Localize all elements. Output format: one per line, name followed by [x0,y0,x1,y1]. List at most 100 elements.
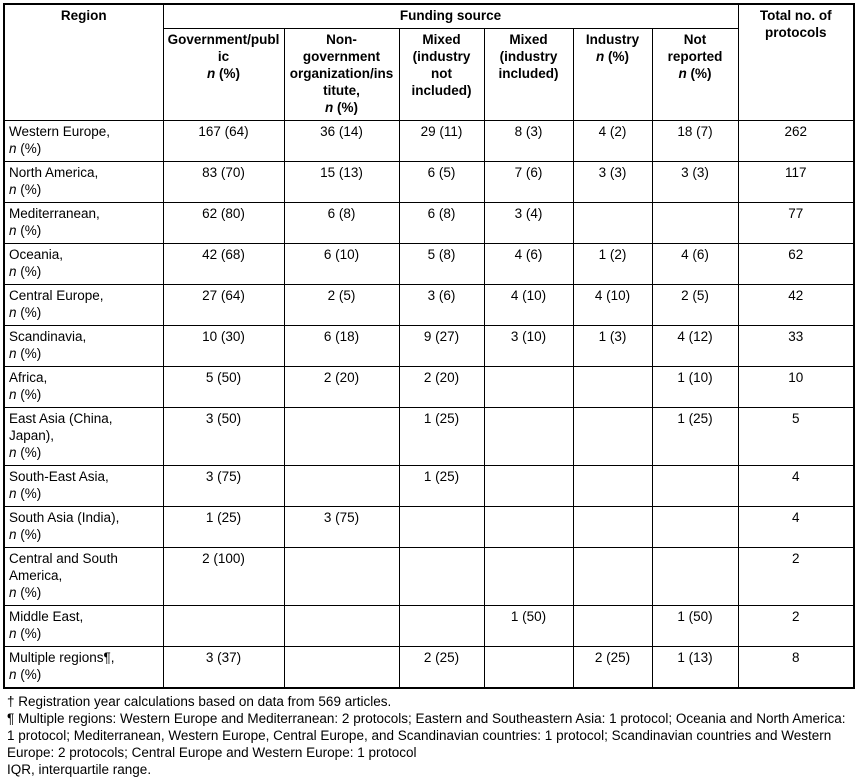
value-cell: 3 (75) [283,506,400,548]
col-subheader-2: Mixed (industry not included) [398,28,485,121]
region-cell: South-East Asia, n (%) [3,465,164,507]
n-percent-label: n (%) [9,305,42,320]
col-header-region: Region [3,3,164,121]
value-cell [651,202,739,244]
value-cell: 1 (50) [483,605,574,647]
n-percent-label: n (%) [9,182,42,197]
value-cell: 1 (25) [398,407,485,466]
table-row: Scandinavia, n (%) 10 (30) 6 (18) 9 (27) 3 (1… [3,325,855,367]
region-cell: Western Europe, n (%) [3,120,164,162]
value-cell: 2 (25) [572,646,653,689]
value-cell: 4 (6) [651,243,739,285]
value-cell: 167 (64) [162,120,285,162]
total-cell: 4 [737,465,855,507]
value-cell: 3 (37) [162,646,285,689]
value-cell: 3 (10) [483,325,574,367]
table-row: Central and South America, n (%) 2 (100) 2 [3,547,855,606]
value-cell [483,547,574,606]
total-cell: 2 [737,605,855,647]
table-row: Oceania, n (%) 42 (68) 6 (10) 5 (8) 4 (6) 1 (2… [3,243,855,285]
value-cell: 4 (12) [651,325,739,367]
value-cell: 1 (50) [651,605,739,647]
n-percent-label: n (%) [325,100,358,115]
value-cell: 62 (80) [162,202,285,244]
value-cell: 1 (13) [651,646,739,689]
total-cell: 117 [737,161,855,203]
total-cell: 2 [737,547,855,606]
total-cell: 262 [737,120,855,162]
col-subheader-0: Government/public n (%) [162,28,285,121]
region-cell: East Asia (China, Japan), n (%) [3,407,164,466]
table-row: South Asia (India), n (%) 1 (25) 3 (75) 4 [3,506,855,548]
value-cell: 3 (4) [483,202,574,244]
value-cell: 2 (25) [398,646,485,689]
value-cell [572,407,653,466]
value-cell: 4 (6) [483,243,574,285]
value-cell [483,407,574,466]
value-cell [162,605,285,647]
value-cell: 1 (10) [651,366,739,408]
region-cell: Africa, n (%) [3,366,164,408]
value-cell: 27 (64) [162,284,285,326]
total-cell: 42 [737,284,855,326]
value-cell [483,506,574,548]
footnote: † Registration year calculations based o… [7,694,392,709]
value-cell [483,465,574,507]
value-cell: 83 (70) [162,161,285,203]
value-cell: 9 (27) [398,325,485,367]
value-cell [651,547,739,606]
value-cell: 2 (5) [283,284,400,326]
value-cell: 6 (8) [283,202,400,244]
total-cell: 77 [737,202,855,244]
value-cell: 29 (11) [398,120,485,162]
col-subheader-1: Non-government organization/institute, n … [283,28,400,121]
total-cell: 10 [737,366,855,408]
col-header-total-protocols: Total no. of protocols [737,3,855,121]
header-row-top: Region Funding source Total no. of proto… [3,3,855,121]
value-cell: 1 (2) [572,243,653,285]
total-cell: 62 [737,243,855,285]
table-body: Western Europe, n (%) 167 (64) 36 (14) 29 (1… [3,120,855,689]
value-cell: 5 (8) [398,243,485,285]
value-cell: 4 (10) [572,284,653,326]
n-percent-label: n (%) [9,445,42,460]
n-percent-label: n (%) [596,49,629,64]
region-cell: South Asia (India), n (%) [3,506,164,548]
funding-by-region-table: Region Funding source Total no. of proto… [3,3,855,689]
value-cell [572,366,653,408]
value-cell: 2 (5) [651,284,739,326]
value-cell [283,407,400,466]
n-percent-label: n (%) [207,66,240,81]
value-cell [483,646,574,689]
value-cell: 3 (6) [398,284,485,326]
col-subheader-3: Mixed (industry included) [483,28,574,121]
region-cell: Scandinavia, n (%) [3,325,164,367]
value-cell: 1 (25) [398,465,485,507]
value-cell [572,605,653,647]
n-percent-label: n (%) [9,346,42,361]
n-percent-label: n (%) [678,66,712,81]
table-row: Africa, n (%) 5 (50) 2 (20) 2 (20) 1 (10) 10 [3,366,855,408]
value-cell: 1 (25) [162,506,285,548]
region-cell: Central Europe, n (%) [3,284,164,326]
col-subheader-5: Not reported n (%) [651,28,739,121]
footnote: IQR, interquartile range. [7,762,152,777]
value-cell: 6 (8) [398,202,485,244]
value-cell [572,547,653,606]
value-cell: 5 (50) [162,366,285,408]
n-percent-label: n (%) [9,626,42,641]
value-cell [398,605,485,647]
value-cell: 1 (3) [572,325,653,367]
table-row: North America, n (%) 83 (70) 15 (13) 6 (5) 7 … [3,161,855,203]
value-cell [572,202,653,244]
value-cell: 15 (13) [283,161,400,203]
table-header: Region Funding source Total no. of proto… [3,3,855,121]
value-cell [398,506,485,548]
value-cell: 4 (2) [572,120,653,162]
value-cell [483,366,574,408]
value-cell [283,547,400,606]
header-row-subcolumns: Government/public n (%) Non-government org… [4,28,854,121]
col-header-funding-source: Funding source [162,3,739,29]
value-cell [572,506,653,548]
